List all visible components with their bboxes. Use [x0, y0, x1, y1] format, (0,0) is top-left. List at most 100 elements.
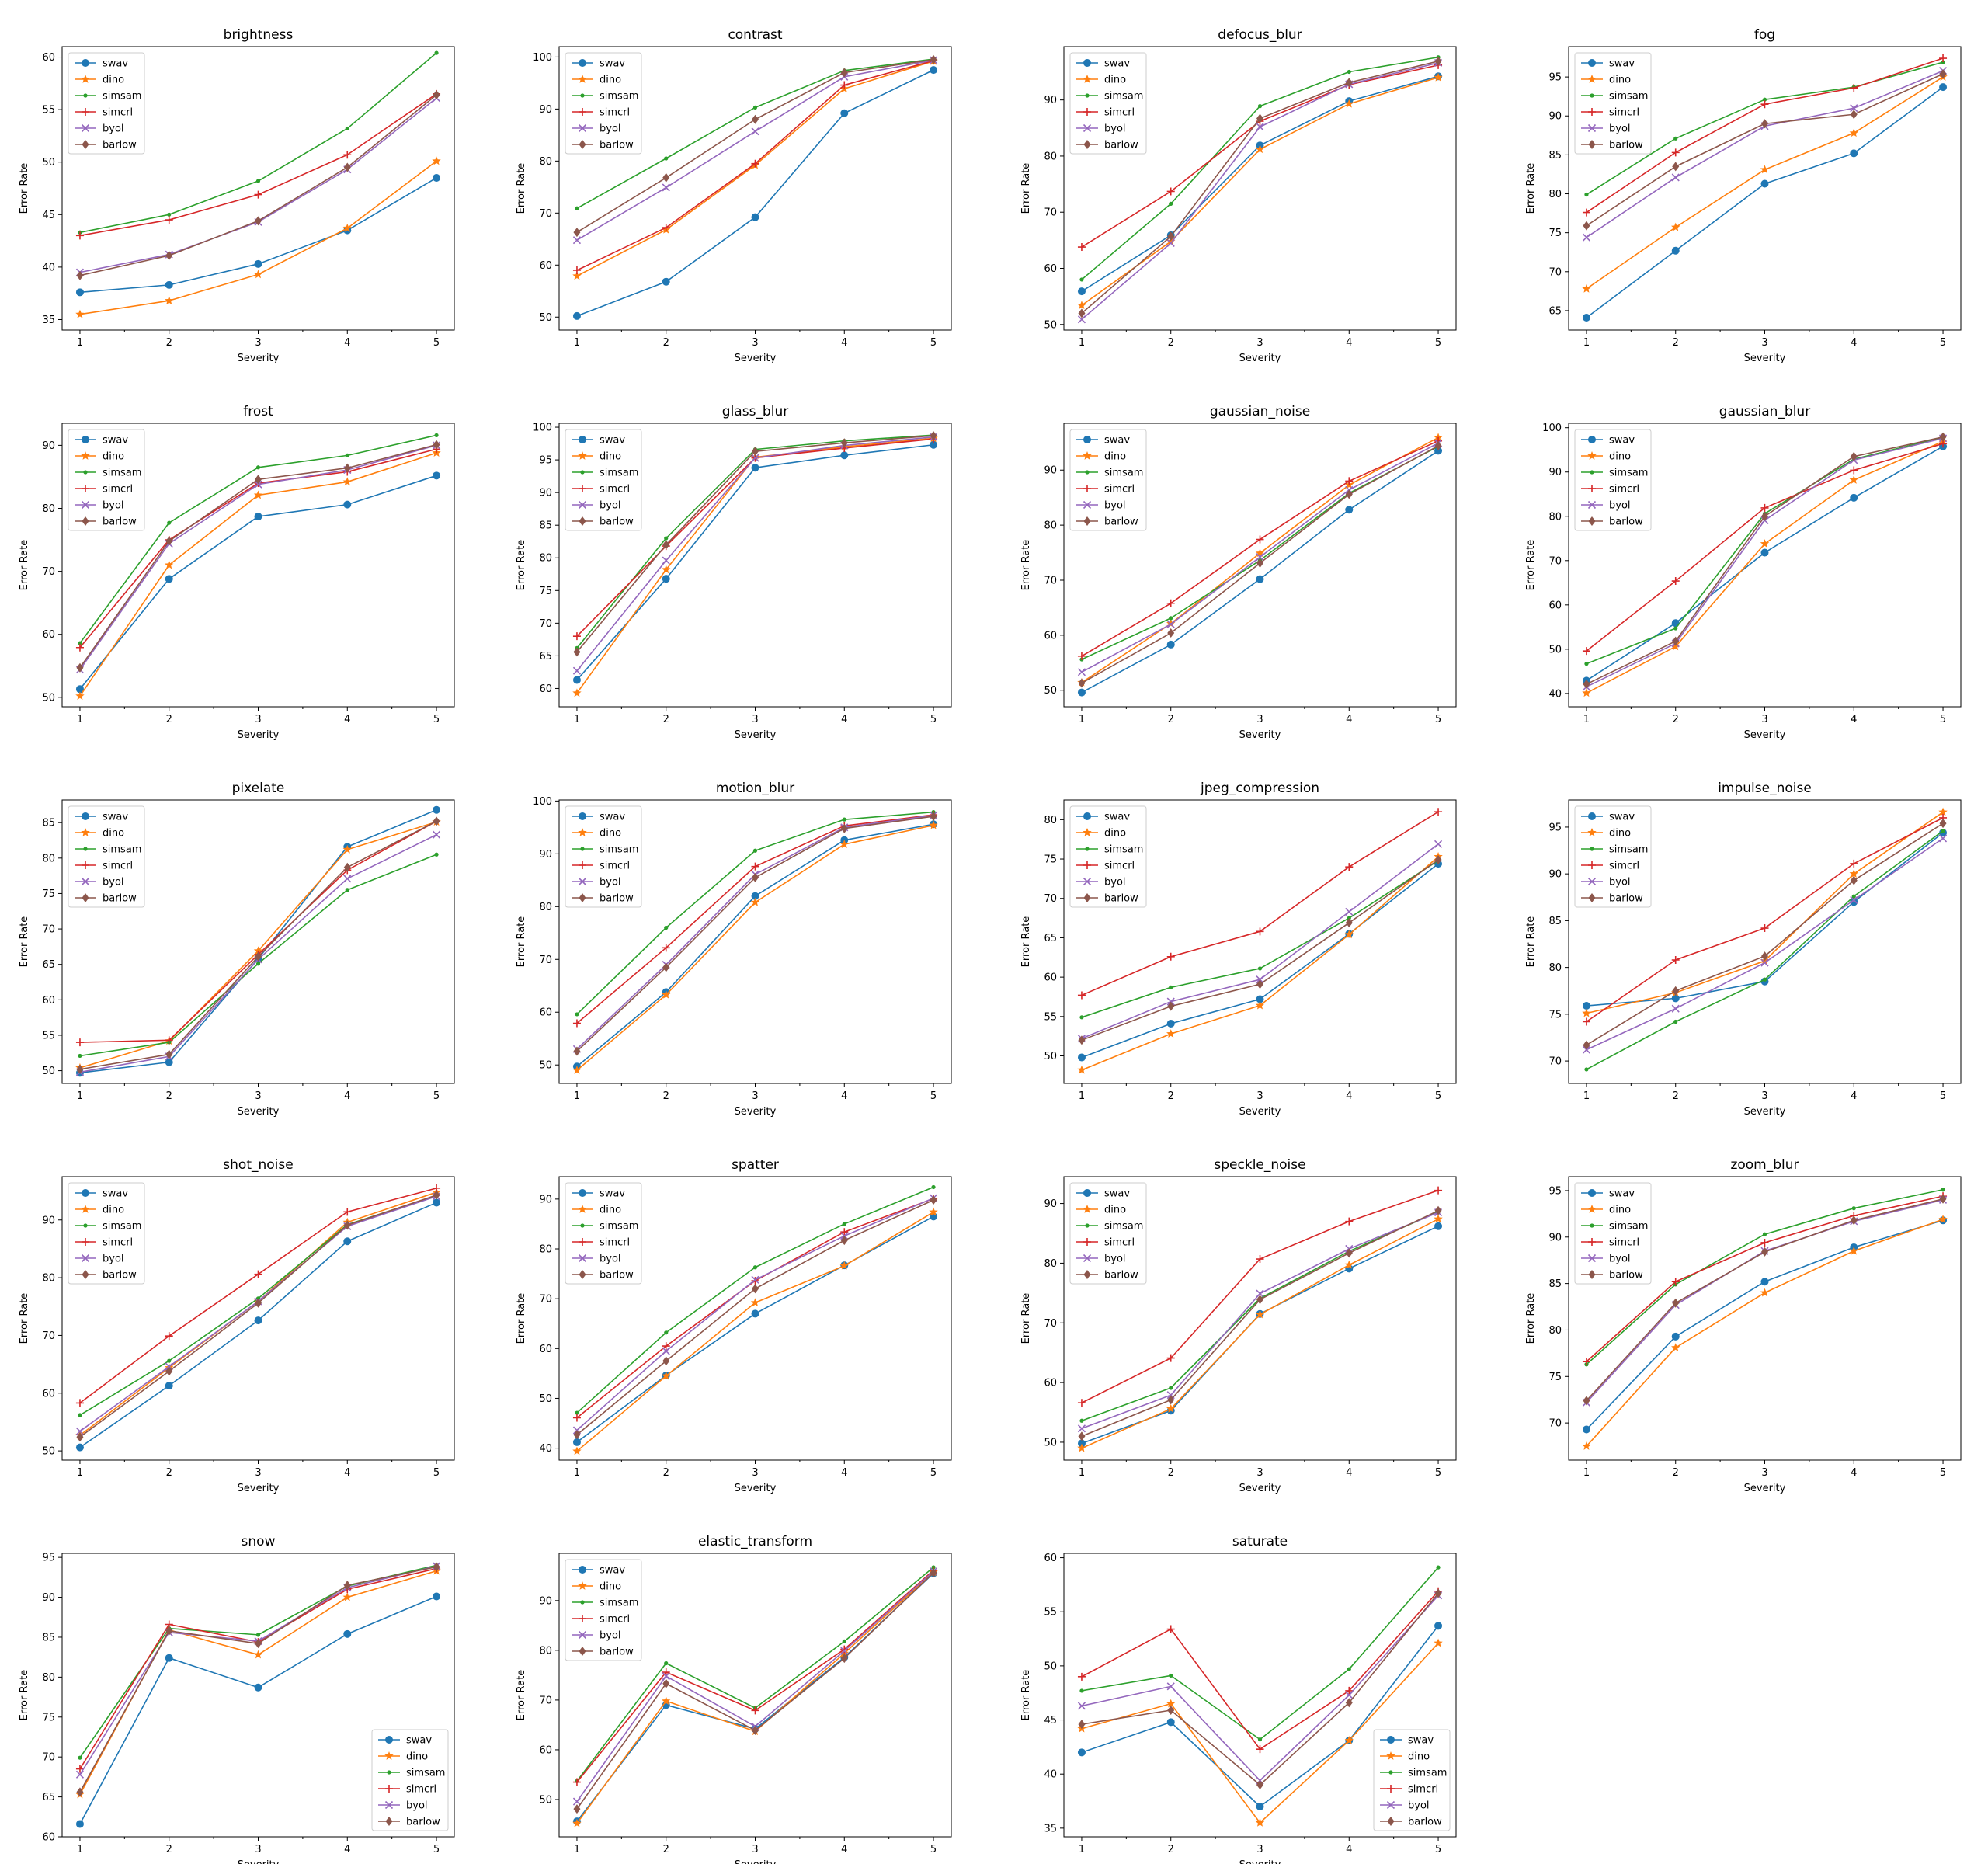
- series-barlow: [573, 1195, 937, 1440]
- data-point-simcrl: [1850, 84, 1858, 92]
- data-point-swav: [1939, 83, 1948, 92]
- y-tick-label: 85: [539, 520, 552, 532]
- data-point-barlow: [1761, 119, 1768, 129]
- legend-label: simcrl: [1609, 861, 1639, 872]
- legend-label: simsam: [1104, 468, 1143, 479]
- data-point-simsam: [664, 925, 669, 930]
- legend-label: barlow: [600, 516, 634, 528]
- legend-label: byol: [103, 1254, 124, 1265]
- data-point-simsam: [434, 433, 439, 438]
- legend-marker-barlow: [579, 140, 586, 149]
- y-tick-label: 60: [42, 52, 55, 64]
- y-tick-label: 80: [539, 553, 552, 565]
- data-point-barlow: [752, 1284, 759, 1294]
- data-point-barlow: [433, 1190, 440, 1200]
- x-tick-label: 3: [1256, 1090, 1263, 1102]
- legend-label: simcrl: [600, 1614, 630, 1626]
- data-point-swav: [75, 685, 84, 694]
- data-point-barlow: [662, 1678, 670, 1688]
- legend-label: dino: [600, 1581, 621, 1593]
- data-point-dino: [1255, 144, 1265, 154]
- data-point-barlow: [255, 1639, 262, 1649]
- y-tick-label: 85: [1548, 1278, 1562, 1290]
- x-tick-label: 1: [77, 1844, 83, 1855]
- y-tick-label: 80: [539, 1244, 552, 1256]
- data-point-simsam: [167, 212, 172, 217]
- chart-fog: fog 1 2 3 4 5 65 70 75 80 85 90 95 Severity Error Rate…: [1525, 27, 1962, 364]
- legend-label: simcrl: [1408, 1784, 1438, 1796]
- legend: swav dino simsam simcrl byol barlow: [565, 52, 642, 155]
- data-point-byol: [1850, 104, 1858, 113]
- legend-label: simsam: [1609, 91, 1648, 103]
- data-point-barlow: [76, 1432, 84, 1442]
- data-point-simsam: [1762, 977, 1767, 982]
- x-axis-label: Severity: [238, 353, 280, 364]
- data-point-swav: [165, 280, 173, 289]
- chart-gaussian_blur: gaussian_blur 1 2 3 4 5 40 50 60 70 80 90 100 Severit…: [1525, 404, 1962, 741]
- x-axis-label: Severity: [238, 1483, 280, 1494]
- data-point-swav: [1850, 149, 1858, 158]
- y-axis-label: Error Rate: [1525, 163, 1537, 214]
- plot-frame: [61, 1553, 455, 1838]
- legend-label: dino: [103, 828, 124, 840]
- plot-frame: [558, 423, 952, 708]
- y-axis-label: Error Rate: [19, 163, 30, 214]
- data-point-simsam: [1762, 1232, 1767, 1236]
- y-tick-label: 70: [539, 1695, 552, 1706]
- y-tick-label: 75: [1044, 854, 1057, 866]
- x-tick-label: 5: [930, 1090, 937, 1102]
- data-point-swav: [751, 1309, 759, 1318]
- legend-marker-swav: [82, 812, 89, 820]
- data-point-simsam: [664, 1330, 669, 1335]
- legend: swav dino simsam simcrl byol barlow: [1373, 1729, 1451, 1831]
- legend: swav dino simsam simcrl byol barlow: [1069, 1182, 1147, 1285]
- legend-label: dino: [406, 1751, 428, 1763]
- data-point-simsam: [575, 1012, 579, 1017]
- chart-spatter: spatter 1 2 3 4 5 40 50 60 70 80 90 Severity Error Ra…: [516, 1157, 952, 1494]
- data-point-swav: [1582, 1002, 1590, 1010]
- data-point-dino: [1077, 1065, 1086, 1074]
- chart-title: fog: [1754, 27, 1775, 43]
- plot-frame: [1063, 46, 1457, 331]
- series-barlow: [1078, 855, 1442, 1045]
- legend-label: barlow: [1104, 893, 1138, 905]
- data-point-barlow: [1583, 221, 1590, 231]
- x-tick-label: 1: [1583, 1467, 1590, 1479]
- legend-marker-dino: [578, 1581, 587, 1590]
- legend-marker-barlow: [579, 893, 586, 902]
- data-point-dino: [662, 565, 671, 574]
- data-point-byol: [751, 1275, 759, 1284]
- data-point-dino: [839, 1261, 849, 1270]
- x-tick-label: 2: [1673, 714, 1679, 725]
- data-point-barlow: [165, 1049, 173, 1059]
- x-tick-label: 1: [77, 1090, 83, 1102]
- legend-marker-barlow: [82, 893, 89, 902]
- data-point-simcrl: [751, 862, 759, 871]
- y-tick-label: 90: [539, 488, 552, 499]
- series-swav: [75, 173, 441, 297]
- data-point-simcrl: [165, 1332, 173, 1341]
- data-point-dino: [1344, 930, 1354, 939]
- data-point-simsam: [1584, 192, 1589, 197]
- x-tick-label: 5: [1940, 714, 1946, 725]
- data-point-dino: [1938, 807, 1948, 816]
- legend-marker-byol: [1587, 500, 1597, 509]
- data-point-simcrl: [1671, 148, 1680, 157]
- legend-label: swav: [103, 812, 128, 823]
- y-tick-label: 70: [1044, 575, 1057, 586]
- legend-label: swav: [600, 812, 625, 823]
- data-point-simsam: [664, 1661, 669, 1666]
- legend-marker-dino: [1587, 75, 1597, 83]
- data-point-simcrl: [1434, 808, 1443, 816]
- x-tick-label: 2: [1168, 337, 1174, 349]
- data-point-dino: [1255, 1309, 1265, 1319]
- legend-marker-dino: [81, 75, 90, 83]
- y-tick-label: 90: [539, 104, 552, 116]
- x-tick-label: 2: [1168, 1090, 1174, 1102]
- data-point-simcrl: [1166, 599, 1175, 607]
- y-axis-label: Error Rate: [516, 916, 527, 968]
- x-tick-label: 5: [433, 714, 440, 725]
- chart-title: defocus_blur: [1218, 27, 1302, 43]
- data-point-swav: [433, 1592, 441, 1601]
- legend-marker-barlow: [1387, 1817, 1395, 1826]
